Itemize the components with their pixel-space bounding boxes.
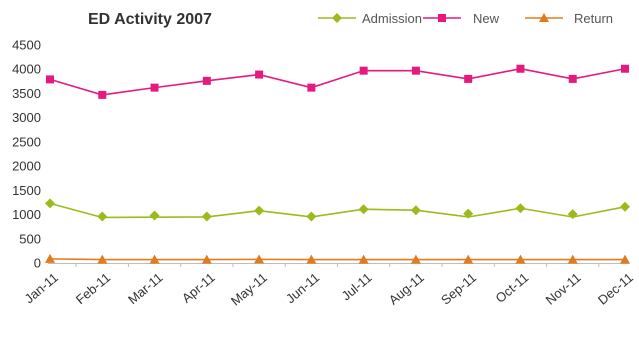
x-tick-label: Mar-11 — [125, 270, 165, 307]
y-tick-label: 4000 — [12, 62, 41, 77]
data-point-new — [359, 66, 368, 75]
data-point-admission — [358, 204, 369, 215]
x-tick-label: Apr-11 — [179, 270, 218, 306]
series-line-return — [49, 258, 625, 261]
data-point-new — [411, 66, 420, 75]
data-point-new — [307, 83, 316, 92]
legend-marker — [438, 14, 446, 22]
data-point-return — [254, 254, 265, 264]
data-point-admission — [515, 203, 526, 214]
data-point-return — [306, 254, 317, 264]
legend-label: Return — [574, 11, 613, 26]
y-tick-label: 1500 — [12, 183, 41, 198]
data-point-admission — [45, 198, 55, 209]
series-line-new — [49, 67, 626, 96]
data-point-return — [149, 254, 160, 264]
y-tick-label: 2000 — [12, 159, 41, 174]
x-tick-label: May-11 — [228, 270, 270, 309]
x-tick-label: Aug-11 — [386, 270, 427, 308]
x-tick-label: Sep-11 — [438, 270, 479, 308]
data-point-admission — [567, 209, 578, 220]
legend-item-return: Return — [525, 11, 613, 26]
y-tick-label: 2500 — [12, 134, 41, 149]
x-tick-label: Oct-11 — [493, 270, 532, 306]
y-tick-label: 3500 — [12, 86, 41, 101]
plot-area — [45, 64, 630, 264]
data-point-new — [150, 83, 159, 92]
x-tick-label: Feb-11 — [73, 270, 113, 307]
data-point-new — [464, 74, 473, 83]
series-return — [45, 253, 630, 264]
x-axis: Jan-11 Feb-11 Mar-11 Apr-11 May-11 Jun-11 Jul-… — [22, 263, 636, 309]
series-line-admission — [49, 202, 626, 219]
chart-title: ED Activity 2007 — [88, 11, 212, 28]
legend-label: New — [473, 11, 500, 26]
data-point-return — [567, 254, 578, 264]
y-tick-label: 3000 — [12, 110, 41, 125]
data-point-admission — [620, 201, 630, 212]
data-point-admission — [149, 210, 160, 221]
legend: Admission New Return — [318, 11, 613, 26]
legend-marker — [539, 13, 549, 22]
data-point-new — [568, 74, 577, 83]
data-point-admission — [254, 205, 265, 216]
legend-item-new: New — [423, 11, 500, 26]
x-tick-label: Dec-11 — [595, 270, 636, 308]
data-point-return — [45, 253, 55, 263]
data-point-return — [201, 254, 212, 264]
y-tick-label: 1000 — [12, 207, 41, 222]
data-point-return — [463, 254, 474, 264]
legend-item-admission: Admission — [318, 11, 422, 26]
x-tick-label: Jan-11 — [22, 270, 61, 306]
series-new — [46, 64, 629, 99]
y-tick-label: 4500 — [12, 38, 41, 53]
data-point-return — [620, 254, 630, 264]
data-point-admission — [201, 211, 212, 222]
data-point-admission — [463, 208, 474, 219]
data-point-admission — [410, 205, 421, 216]
series-admission — [45, 198, 630, 222]
data-point-new — [621, 64, 629, 73]
data-point-new — [46, 75, 54, 84]
data-point-new — [98, 90, 107, 99]
x-tick-label: Nov-11 — [543, 270, 584, 308]
data-point-admission — [306, 211, 317, 222]
data-point-return — [515, 254, 526, 264]
data-point-return — [410, 254, 421, 264]
data-point-new — [516, 64, 525, 73]
data-point-new — [255, 70, 264, 79]
y-tick-label: 500 — [19, 231, 41, 246]
x-tick-label: Jun-11 — [283, 270, 322, 306]
y-axis: 0 500 1000 1500 2000 2500 3000 3500 4000 4500 — [12, 38, 41, 271]
legend-marker — [332, 13, 342, 23]
data-point-admission — [97, 211, 108, 222]
legend-label: Admission — [362, 11, 422, 26]
data-point-new — [202, 76, 211, 85]
data-point-return — [97, 254, 108, 264]
data-point-return — [358, 254, 369, 264]
y-tick-label: 0 — [34, 256, 41, 271]
x-tick-label: Jul-11 — [339, 270, 375, 304]
